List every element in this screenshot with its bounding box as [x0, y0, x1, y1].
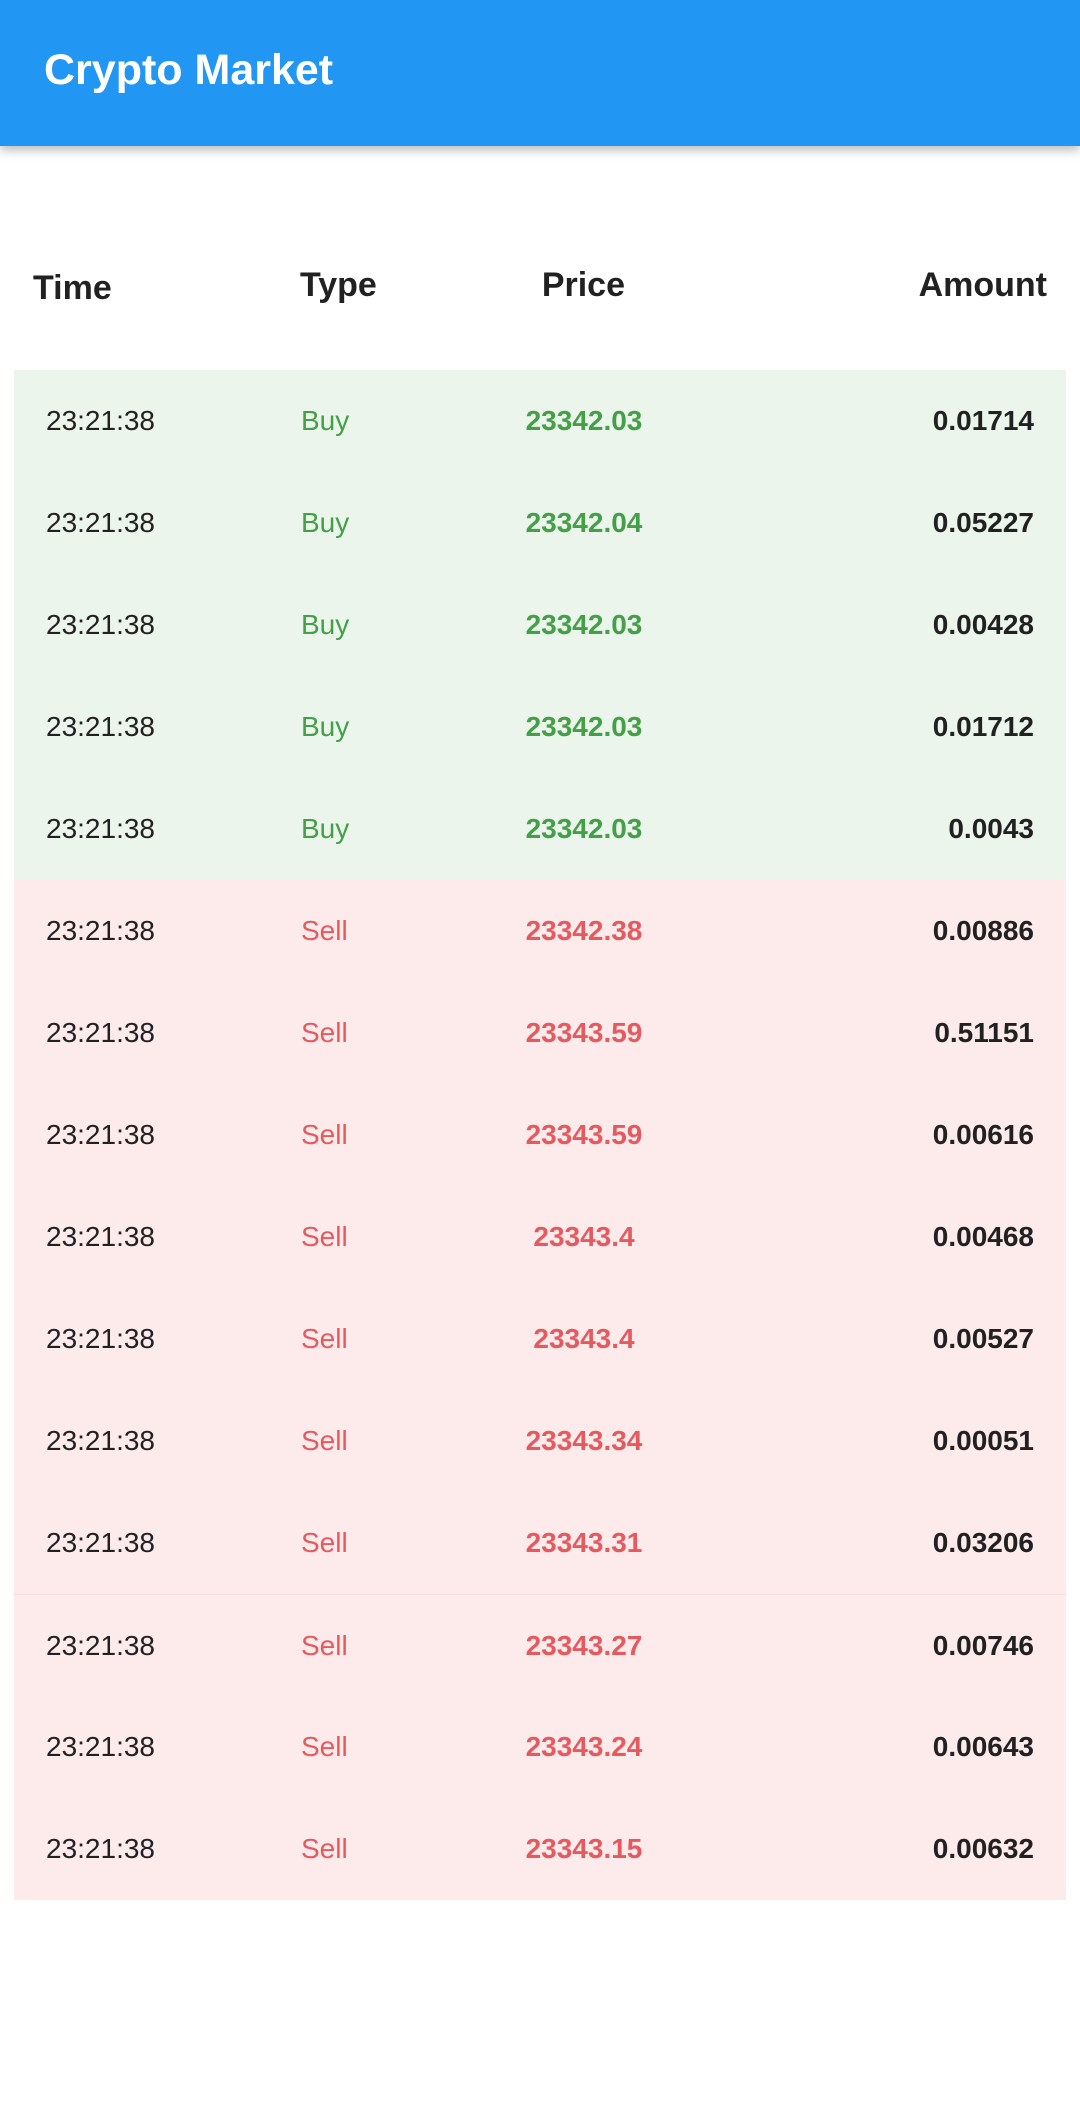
trade-row[interactable]: 23:21:38 Sell 23342.38 0.00886 — [14, 880, 1066, 982]
trade-price: 23343.59 — [525, 1119, 643, 1150]
trade-row[interactable]: 23:21:38 Buy 23342.03 0.00428 — [14, 574, 1066, 676]
trade-time: 23:21:38 — [46, 1527, 155, 1558]
trade-price: 23343.4 — [533, 1221, 635, 1252]
trade-row[interactable]: 23:21:38 Sell 23343.15 0.00632 — [14, 1798, 1066, 1900]
trade-amount: 0.00746 — [932, 1630, 1034, 1661]
trade-time: 23:21:38 — [46, 711, 155, 742]
trade-time: 23:21:38 — [46, 813, 155, 844]
trade-price: 23342.03 — [525, 711, 643, 742]
trade-time: 23:21:38 — [46, 1833, 155, 1864]
trade-row[interactable]: 23:21:38 Sell 23343.4 0.00527 — [14, 1288, 1066, 1390]
trade-amount: 0.0043 — [948, 813, 1034, 844]
trade-type: Sell — [301, 1221, 348, 1252]
trade-amount: 0.03206 — [932, 1527, 1034, 1558]
trade-type: Sell — [301, 1425, 348, 1456]
trade-amount: 0.00632 — [932, 1833, 1034, 1864]
trade-price: 23343.31 — [525, 1527, 643, 1558]
trade-row[interactable]: 23:21:38 Sell 23343.27 0.00746 — [14, 1594, 1066, 1696]
trade-type: Sell — [301, 1527, 348, 1558]
trade-row[interactable]: 23:21:38 Sell 23343.59 0.00616 — [14, 1084, 1066, 1186]
trade-type: Buy — [301, 507, 350, 538]
trade-type: Sell — [301, 1731, 348, 1762]
trade-price: 23343.27 — [525, 1630, 643, 1661]
trade-type: Buy — [301, 609, 350, 640]
column-header-type: Type — [300, 266, 377, 304]
trade-time: 23:21:38 — [46, 1119, 155, 1150]
trade-type: Sell — [301, 1119, 348, 1150]
column-header-time: Time — [33, 269, 112, 307]
trade-row[interactable]: 23:21:38 Buy 23342.03 0.01712 — [14, 676, 1066, 778]
trade-amount: 0.01712 — [932, 711, 1034, 742]
trade-time: 23:21:38 — [46, 1630, 155, 1661]
trade-amount: 0.05227 — [932, 507, 1034, 538]
trade-type: Buy — [301, 813, 350, 844]
trade-price: 23343.15 — [525, 1833, 643, 1864]
trade-price: 23342.03 — [525, 405, 643, 436]
trade-row[interactable]: 23:21:38 Sell 23343.4 0.00468 — [14, 1186, 1066, 1288]
trade-amount: 0.00643 — [932, 1731, 1034, 1762]
trade-row[interactable]: 23:21:38 Sell 23343.59 0.51151 — [14, 982, 1066, 1084]
trade-type: Sell — [301, 1017, 348, 1048]
trade-time: 23:21:38 — [46, 609, 155, 640]
trade-row[interactable]: 23:21:38 Sell 23343.24 0.00643 — [14, 1696, 1066, 1798]
trade-amount: 0.00428 — [932, 609, 1034, 640]
trade-amount: 0.00886 — [932, 915, 1034, 946]
trade-time: 23:21:38 — [46, 1731, 155, 1762]
trade-row[interactable]: 23:21:38 Buy 23342.03 0.01714 — [14, 370, 1066, 472]
trade-price: 23342.03 — [525, 609, 643, 640]
trade-row[interactable]: 23:21:38 Sell 23343.31 0.03206 — [14, 1492, 1066, 1594]
trade-amount: 0.00468 — [932, 1221, 1034, 1252]
trade-type: Sell — [301, 1630, 348, 1661]
trade-price: 23343.59 — [525, 1017, 643, 1048]
trade-type: Sell — [301, 915, 348, 946]
trade-price: 23342.04 — [525, 507, 643, 538]
trade-price: 23342.03 — [525, 813, 643, 844]
trade-type: Sell — [301, 1833, 348, 1864]
trade-type: Sell — [301, 1323, 348, 1354]
column-header-price: Price — [541, 266, 625, 304]
trade-amount: 0.51151 — [934, 1017, 1034, 1048]
trade-price: 23343.34 — [525, 1425, 643, 1456]
trade-time: 23:21:38 — [46, 405, 155, 436]
trade-amount: 0.01714 — [932, 405, 1034, 436]
table-header: Time Type Price Amount — [0, 255, 1080, 315]
trade-time: 23:21:38 — [46, 1323, 155, 1354]
trade-time: 23:21:38 — [46, 1221, 155, 1252]
trade-time: 23:21:38 — [46, 1425, 155, 1456]
trade-price: 23343.4 — [533, 1323, 635, 1354]
trade-price: 23343.24 — [525, 1731, 643, 1762]
trade-list: 23:21:38 Buy 23342.03 0.01714 23:21:38 B… — [14, 370, 1066, 1900]
app-bar: Crypto Market — [0, 0, 1080, 146]
trade-time: 23:21:38 — [46, 507, 155, 538]
trade-time: 23:21:38 — [46, 1017, 155, 1048]
trade-row[interactable]: 23:21:38 Sell 23343.34 0.00051 — [14, 1390, 1066, 1492]
trade-time: 23:21:38 — [46, 915, 155, 946]
trade-row[interactable]: 23:21:38 Buy 23342.04 0.05227 — [14, 472, 1066, 574]
app-title: Crypto Market — [44, 46, 334, 94]
trade-type: Buy — [301, 405, 350, 436]
trade-price: 23342.38 — [525, 915, 643, 946]
trade-type: Buy — [301, 711, 350, 742]
column-header-amount: Amount — [918, 266, 1047, 304]
trade-row[interactable]: 23:21:38 Buy 23342.03 0.0043 — [14, 778, 1066, 880]
trade-amount: 0.00616 — [932, 1119, 1034, 1150]
trade-amount: 0.00051 — [932, 1425, 1034, 1456]
trade-amount: 0.00527 — [932, 1323, 1034, 1354]
